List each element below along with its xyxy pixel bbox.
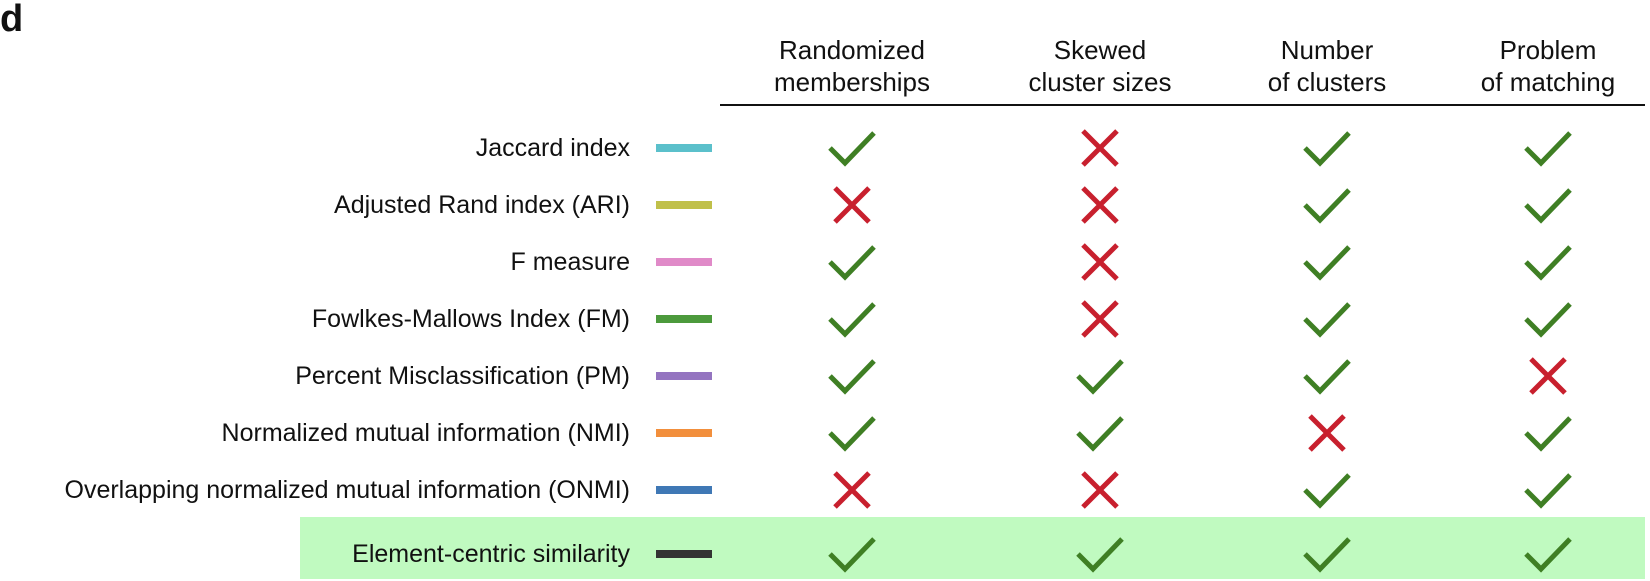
check-mark-icon [1524, 188, 1572, 224]
check-mark-icon [1524, 302, 1572, 338]
column-header-problem-of-matching: Problem of matching [1428, 34, 1650, 98]
highlight-band [300, 517, 1645, 579]
panel-label: d [0, 0, 24, 40]
check-mark-icon [828, 131, 876, 167]
check-mark-icon [1303, 473, 1351, 509]
column-header-line2: of clusters [1267, 67, 1387, 97]
column-header-line1: Problem [1499, 35, 1597, 65]
check-mark-icon [1524, 245, 1572, 281]
column-header-line2: cluster sizes [1028, 67, 1172, 97]
cross-mark-icon [1081, 300, 1119, 338]
check-mark-icon [1076, 359, 1124, 395]
check-mark-icon [1076, 537, 1124, 573]
column-header-skewed-cluster-sizes: Skewed cluster sizes [980, 34, 1220, 98]
cross-mark-icon [1081, 243, 1119, 281]
row-label-overlapping-normalized-mutual-information: Overlapping normalized mutual informatio… [64, 476, 631, 504]
column-header-number-of-clusters: Number of clusters [1207, 34, 1447, 98]
row-label-jaccard-index: Jaccard index [475, 134, 630, 162]
check-mark-icon [1303, 188, 1351, 224]
column-header-line2: of matching [1480, 67, 1616, 97]
check-mark-icon [1524, 131, 1572, 167]
check-mark-icon [828, 302, 876, 338]
row-label-normalized-mutual-information: Normalized mutual information (NMI) [221, 419, 630, 447]
check-mark-icon [828, 359, 876, 395]
row-label-f-measure: F measure [510, 248, 630, 276]
check-mark-icon [1303, 131, 1351, 167]
check-mark-icon [1303, 537, 1351, 573]
check-mark-icon [1524, 473, 1572, 509]
row-label-element-centric-similarity: Element-centric similarity [352, 540, 630, 568]
check-mark-icon [1076, 416, 1124, 452]
cross-mark-icon [1529, 357, 1567, 395]
check-mark-icon [1524, 416, 1572, 452]
row-label-adjusted-rand-index: Adjusted Rand index (ARI) [334, 191, 630, 219]
cross-mark-icon [1308, 414, 1346, 452]
cross-mark-icon [833, 471, 871, 509]
cross-mark-icon [1081, 129, 1119, 167]
column-header-line1: Number [1280, 35, 1374, 65]
cross-mark-icon [1081, 186, 1119, 224]
column-header-randomized-memberships: Randomized memberships [732, 34, 972, 98]
row-label-fowlkes-mallows-index: Fowlkes-Mallows Index (FM) [311, 305, 630, 333]
check-mark-icon [828, 245, 876, 281]
cross-mark-icon [833, 186, 871, 224]
check-mark-icon [828, 537, 876, 573]
check-mark-icon [828, 416, 876, 452]
column-header-line1: Randomized [779, 35, 925, 65]
column-header-line2: memberships [773, 67, 931, 97]
cross-mark-icon [1081, 471, 1119, 509]
check-mark-icon [1303, 359, 1351, 395]
check-mark-icon [1524, 537, 1572, 573]
row-label-percent-misclassification: Percent Misclassification (PM) [295, 362, 630, 390]
column-header-line1: Skewed [1053, 35, 1147, 65]
check-mark-icon [1303, 302, 1351, 338]
header-divider [720, 104, 1645, 106]
check-mark-icon [1303, 245, 1351, 281]
